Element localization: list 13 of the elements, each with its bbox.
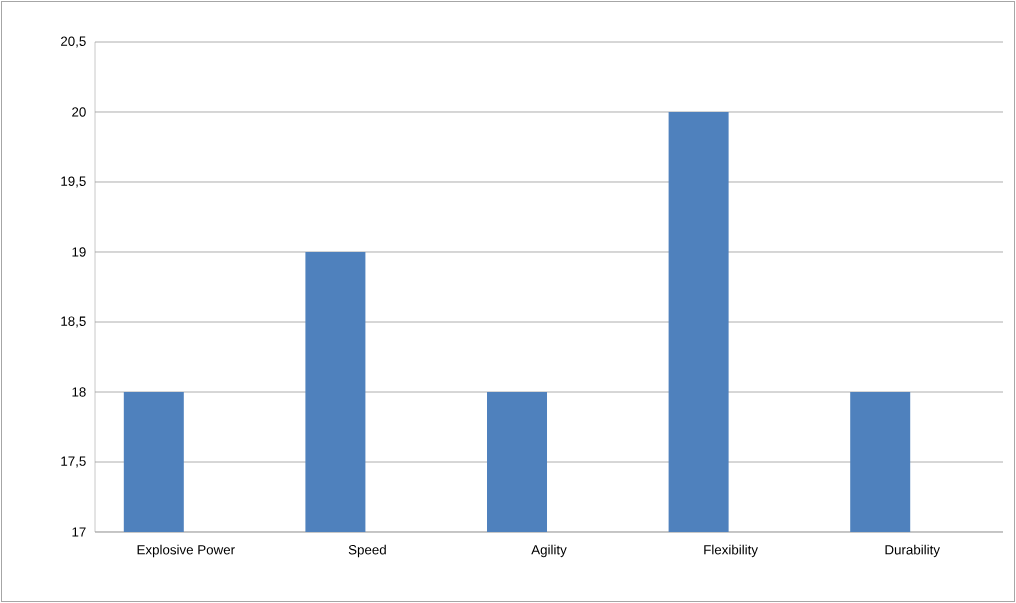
x-tick-label: Agility (531, 544, 567, 558)
y-tick-label: 18 (72, 387, 86, 397)
y-tick-label: 19,5 (61, 176, 86, 188)
y-tick-label: 19 (72, 247, 86, 257)
y-tick-label: 20,5 (61, 36, 86, 48)
x-tick-label: Durability (885, 544, 940, 558)
y-tick-label: 20 (72, 107, 86, 117)
y-tick-label: 17,5 (61, 456, 86, 468)
y-tick-label: 17 (72, 527, 86, 537)
x-tick-label: Speed (348, 544, 386, 558)
x-tick-label: Explosive Power (137, 544, 235, 558)
y-tick-label: 18,5 (61, 316, 86, 328)
x-tick-label: Flexibility (704, 544, 758, 558)
